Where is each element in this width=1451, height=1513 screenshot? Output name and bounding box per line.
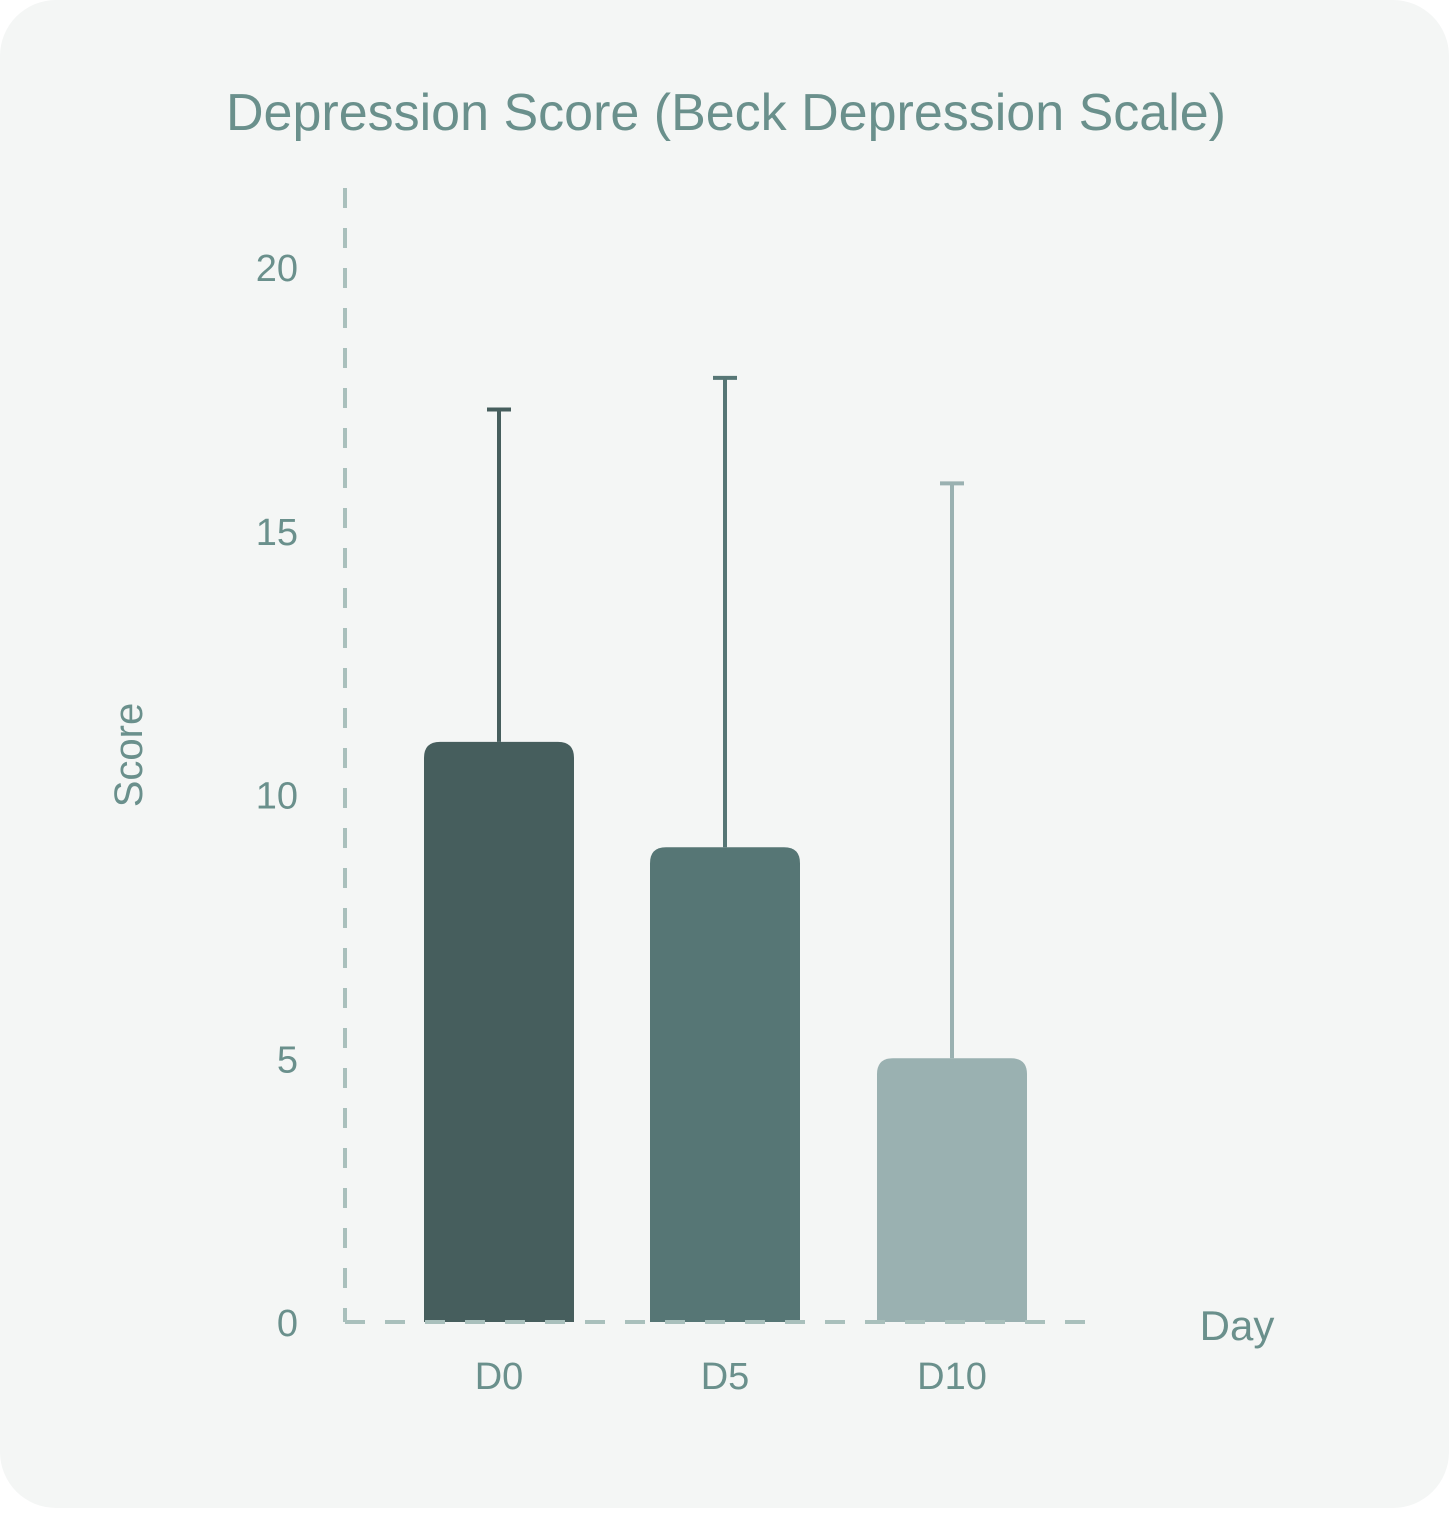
y-tick-label: 0 bbox=[277, 1303, 298, 1345]
y-tick-labels: 0 5 10 15 20 bbox=[256, 248, 298, 1345]
bar-d10 bbox=[877, 1058, 1027, 1322]
bar-d0 bbox=[424, 741, 574, 1322]
y-tick-label: 15 bbox=[256, 512, 298, 554]
bar-d5 bbox=[650, 847, 800, 1322]
y-tick-label: 5 bbox=[277, 1039, 298, 1081]
y-tick-label: 20 bbox=[256, 248, 298, 290]
x-tick-label: D0 bbox=[475, 1356, 524, 1398]
chart-title: Depression Score (Beck Depression Scale) bbox=[226, 84, 1226, 142]
x-tick-label: D5 bbox=[701, 1356, 750, 1398]
y-tick-label: 10 bbox=[256, 776, 298, 818]
x-axis-label: Day bbox=[1200, 1302, 1275, 1349]
bars bbox=[424, 375, 1027, 1322]
y-axis-label: Score bbox=[107, 703, 151, 808]
x-tick-label: D10 bbox=[917, 1356, 987, 1398]
x-tick-labels: D0 D5 D10 bbox=[475, 1356, 987, 1398]
